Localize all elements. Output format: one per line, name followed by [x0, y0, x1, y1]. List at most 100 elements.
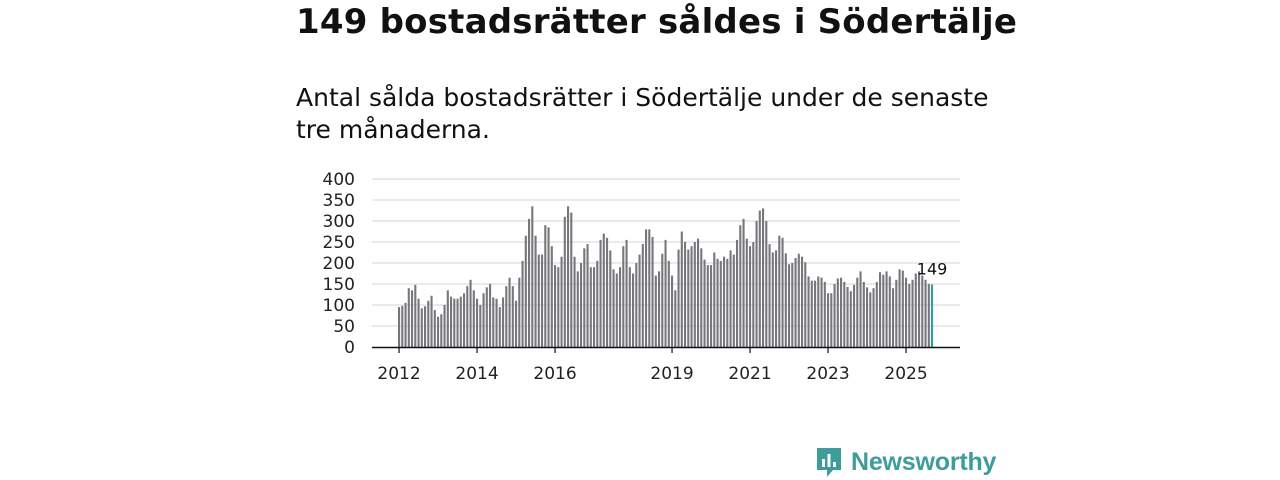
- bar: [671, 275, 674, 347]
- bar: [554, 265, 557, 347]
- bar: [580, 263, 583, 347]
- bar: [437, 316, 440, 347]
- bar: [892, 288, 895, 347]
- bar: [528, 218, 531, 347]
- bar: [687, 249, 690, 347]
- bar: [901, 270, 904, 347]
- bar: [407, 288, 410, 347]
- bar: [632, 273, 635, 347]
- x-tick-label: 2012: [377, 364, 420, 384]
- bar: [615, 273, 618, 347]
- bar: [456, 298, 459, 347]
- bar: [820, 277, 823, 347]
- bar: [784, 253, 787, 347]
- bar: [924, 279, 927, 347]
- x-tick-label: 2019: [650, 364, 693, 384]
- bar: [697, 238, 700, 347]
- bar: [765, 221, 768, 347]
- bar: [836, 278, 839, 347]
- bar: [602, 233, 605, 347]
- bar: [677, 249, 680, 347]
- bar: [511, 286, 514, 347]
- bar: [690, 246, 693, 347]
- bar: [469, 279, 472, 347]
- bar: [827, 293, 830, 347]
- bar: [628, 267, 631, 347]
- bar: [635, 263, 638, 347]
- bar: [856, 277, 859, 347]
- bar: [563, 216, 566, 347]
- bar: [596, 260, 599, 347]
- bar: [905, 277, 908, 347]
- x-tick-label: 2014: [455, 364, 498, 384]
- x-tick-label: 2016: [533, 364, 576, 384]
- bar: [557, 267, 560, 347]
- bar: [885, 271, 888, 347]
- bar: [830, 293, 833, 347]
- bar: [544, 225, 547, 347]
- bar: [524, 235, 527, 347]
- bar: [710, 265, 713, 347]
- bar: [414, 284, 417, 347]
- x-tick-label: 2021: [728, 364, 771, 384]
- bar: [755, 221, 758, 347]
- bar: [427, 300, 430, 347]
- bar: [645, 229, 648, 347]
- bar: [531, 206, 534, 347]
- bar: [443, 305, 446, 347]
- y-tick-label: 100: [323, 296, 355, 316]
- bar: [463, 293, 466, 347]
- bar: [599, 239, 602, 347]
- bar: [433, 310, 436, 347]
- bar: [862, 281, 865, 347]
- bar: [719, 260, 722, 347]
- bar: [680, 231, 683, 347]
- y-tick-label: 0: [344, 338, 355, 358]
- bar: [550, 246, 553, 347]
- brand-name: Newsworthy: [851, 447, 997, 476]
- bar: [866, 287, 869, 347]
- bar: [788, 264, 791, 347]
- bar: [521, 260, 524, 347]
- bar: [781, 237, 784, 347]
- bar: [495, 298, 498, 347]
- bar: [622, 246, 625, 347]
- bar: [479, 305, 482, 347]
- y-tick-label: 250: [323, 233, 355, 253]
- bar: [684, 242, 687, 347]
- bar: [424, 306, 427, 347]
- x-tick-label: 2025: [884, 364, 927, 384]
- bar: [492, 297, 495, 347]
- bar: [927, 284, 930, 347]
- y-tick-label: 300: [323, 212, 355, 232]
- bar: [872, 288, 875, 347]
- bar: [404, 302, 407, 347]
- bar: [453, 298, 456, 347]
- bar: [440, 314, 443, 347]
- bar: [619, 267, 622, 347]
- bar: [560, 256, 563, 347]
- brand-logo[interactable]: Newsworthy: [815, 445, 996, 479]
- bars: [398, 206, 934, 347]
- bar: [459, 296, 462, 347]
- bar: [771, 252, 774, 347]
- bar-highlighted: [931, 284, 934, 347]
- bar: [797, 253, 800, 347]
- bar: [794, 257, 797, 347]
- bar: [654, 275, 657, 347]
- bar: [651, 236, 654, 347]
- highlight-value-label: 149: [917, 259, 948, 278]
- bar: [401, 305, 404, 347]
- bar: [658, 271, 661, 347]
- bar: [732, 254, 735, 347]
- y-tick-label: 350: [323, 191, 355, 211]
- bar: [843, 281, 846, 347]
- bar: [547, 227, 550, 347]
- bar: [846, 286, 849, 347]
- bar: [833, 284, 836, 347]
- bar: [804, 262, 807, 347]
- newsworthy-logo-icon: [817, 448, 841, 477]
- bar: [814, 280, 817, 347]
- bar: [840, 277, 843, 347]
- y-tick-label: 50: [333, 317, 355, 337]
